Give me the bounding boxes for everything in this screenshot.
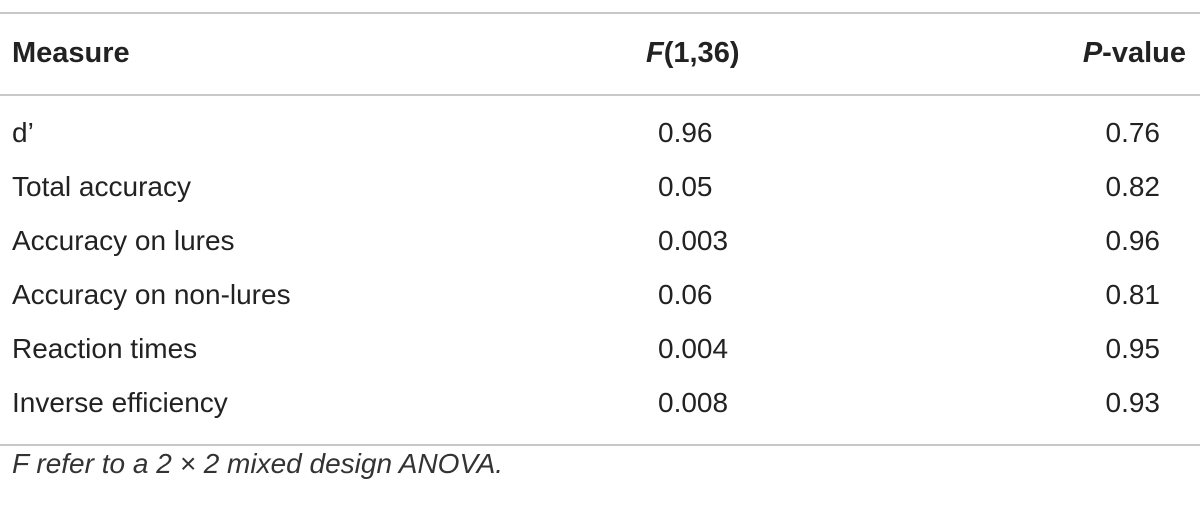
header-f-statistic: F(1,36) <box>646 26 756 80</box>
row-measure: Accuracy on non-lures <box>12 279 291 310</box>
table-row: d’ 0.96 0.76 <box>0 106 1200 160</box>
row-p-value: 0.81 <box>1105 279 1161 310</box>
table-footnote: F refer to a 2 × 2 mixed design ANOVA. <box>12 448 504 479</box>
row-p-value: 0.82 <box>1105 171 1161 202</box>
header-f-symbol: F <box>646 37 664 69</box>
table-row: Reaction times 0.004 0.95 <box>0 322 1200 376</box>
header-f-df: (1,36) <box>663 37 740 69</box>
row-f-value: 0.004 <box>658 333 729 364</box>
header-p-symbol: P <box>1082 37 1103 69</box>
table-row: Total accuracy 0.05 0.82 <box>0 160 1200 214</box>
row-p-value: 0.95 <box>1105 333 1161 364</box>
row-f-value: 0.008 <box>658 387 729 418</box>
row-p-value: 0.96 <box>1105 225 1161 256</box>
header-p-suffix: -value <box>1102 37 1186 69</box>
table-row: Accuracy on lures 0.003 0.96 <box>0 214 1200 268</box>
table-row: Inverse efficiency 0.008 0.93 <box>0 376 1200 430</box>
header-p-value: P-value <box>1083 26 1186 80</box>
table-row: Accuracy on non-lures 0.06 0.81 <box>0 268 1200 322</box>
row-measure: Inverse efficiency <box>12 387 228 418</box>
row-f-value: 0.06 <box>658 279 713 310</box>
row-measure: Reaction times <box>12 333 198 364</box>
row-measure: Accuracy on lures <box>12 225 235 256</box>
row-measure: Total accuracy <box>12 171 191 202</box>
row-f-value: 0.003 <box>658 225 729 256</box>
table-header-rule <box>0 94 1200 96</box>
table-header-row: Measure F(1,36) P-value <box>0 26 1200 80</box>
row-f-value: 0.96 <box>658 117 713 148</box>
table-top-rule <box>0 12 1200 14</box>
row-measure: d’ <box>12 117 34 148</box>
row-p-value: 0.76 <box>1105 117 1161 148</box>
row-p-value: 0.93 <box>1105 387 1161 418</box>
row-f-value: 0.05 <box>658 171 713 202</box>
header-measure: Measure <box>12 37 130 69</box>
table-bottom-rule <box>0 444 1200 446</box>
